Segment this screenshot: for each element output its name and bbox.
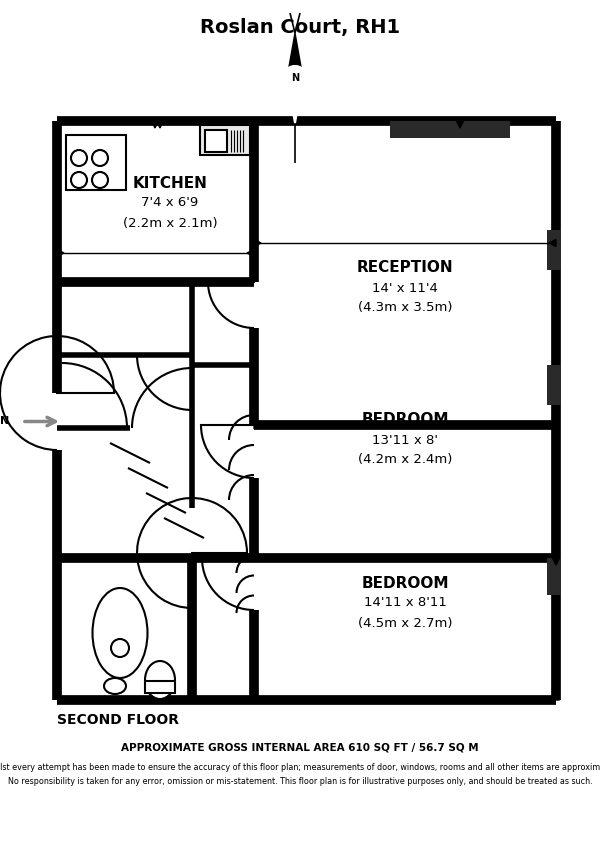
Text: BEDROOM: BEDROOM [361,576,449,590]
Polygon shape [247,249,254,256]
Bar [547,230,561,270]
Text: RECEPTION: RECEPTION [356,260,454,276]
Text: 14'11 x 8'11: 14'11 x 8'11 [364,596,446,610]
Circle shape [283,66,307,90]
Text: BEDROOM: BEDROOM [361,412,449,427]
Polygon shape [254,421,261,428]
Polygon shape [254,239,261,247]
Text: No responsibility is taken for any error, omission or mis-statement. This floor : No responsibility is taken for any error… [8,777,592,785]
Ellipse shape [92,588,148,678]
Bar [205,130,227,152]
Text: 7'4 x 6'9: 7'4 x 6'9 [142,197,199,209]
Ellipse shape [145,661,175,699]
Text: (4.5m x 2.7m): (4.5m x 2.7m) [358,616,452,629]
Text: SECOND FLOOR: SECOND FLOOR [57,713,179,727]
Text: APPROXIMATE GROSS INTERNAL AREA 610 SQ FT / 56.7 SQ M: APPROXIMATE GROSS INTERNAL AREA 610 SQ F… [121,743,479,753]
Text: Whilst every attempt has been made to ensure the accuracy of this floor plan; me: Whilst every attempt has been made to en… [0,763,600,773]
Text: 14' x 11'4: 14' x 11'4 [372,282,438,294]
Polygon shape [553,551,560,558]
Polygon shape [553,418,560,425]
Polygon shape [57,249,64,256]
Polygon shape [553,425,560,432]
Bar [200,125,250,155]
Bar [547,558,561,595]
Polygon shape [57,278,64,286]
Polygon shape [247,555,254,561]
Polygon shape [151,121,158,128]
Polygon shape [157,121,163,128]
Bar [547,365,561,405]
Text: (2.2m x 2.1m): (2.2m x 2.1m) [122,216,217,230]
Text: 13'11 x 8': 13'11 x 8' [372,433,438,447]
Text: (4.3m x 3.5m): (4.3m x 3.5m) [358,302,452,315]
Bar [145,681,175,693]
Polygon shape [553,693,560,700]
Ellipse shape [104,678,126,694]
Text: Roslan Court, RH1: Roslan Court, RH1 [200,19,400,37]
Polygon shape [553,558,560,565]
Polygon shape [549,239,556,247]
Ellipse shape [111,639,129,657]
Bar [66,135,126,190]
Polygon shape [457,121,464,128]
Text: (4.2m x 2.4m): (4.2m x 2.4m) [358,454,452,466]
Text: KITCHEN: KITCHEN [133,176,208,191]
Bar [390,121,510,138]
Polygon shape [287,78,303,123]
Polygon shape [254,555,261,561]
Polygon shape [287,33,303,78]
Text: IN: IN [0,416,9,427]
Text: N: N [291,73,299,83]
